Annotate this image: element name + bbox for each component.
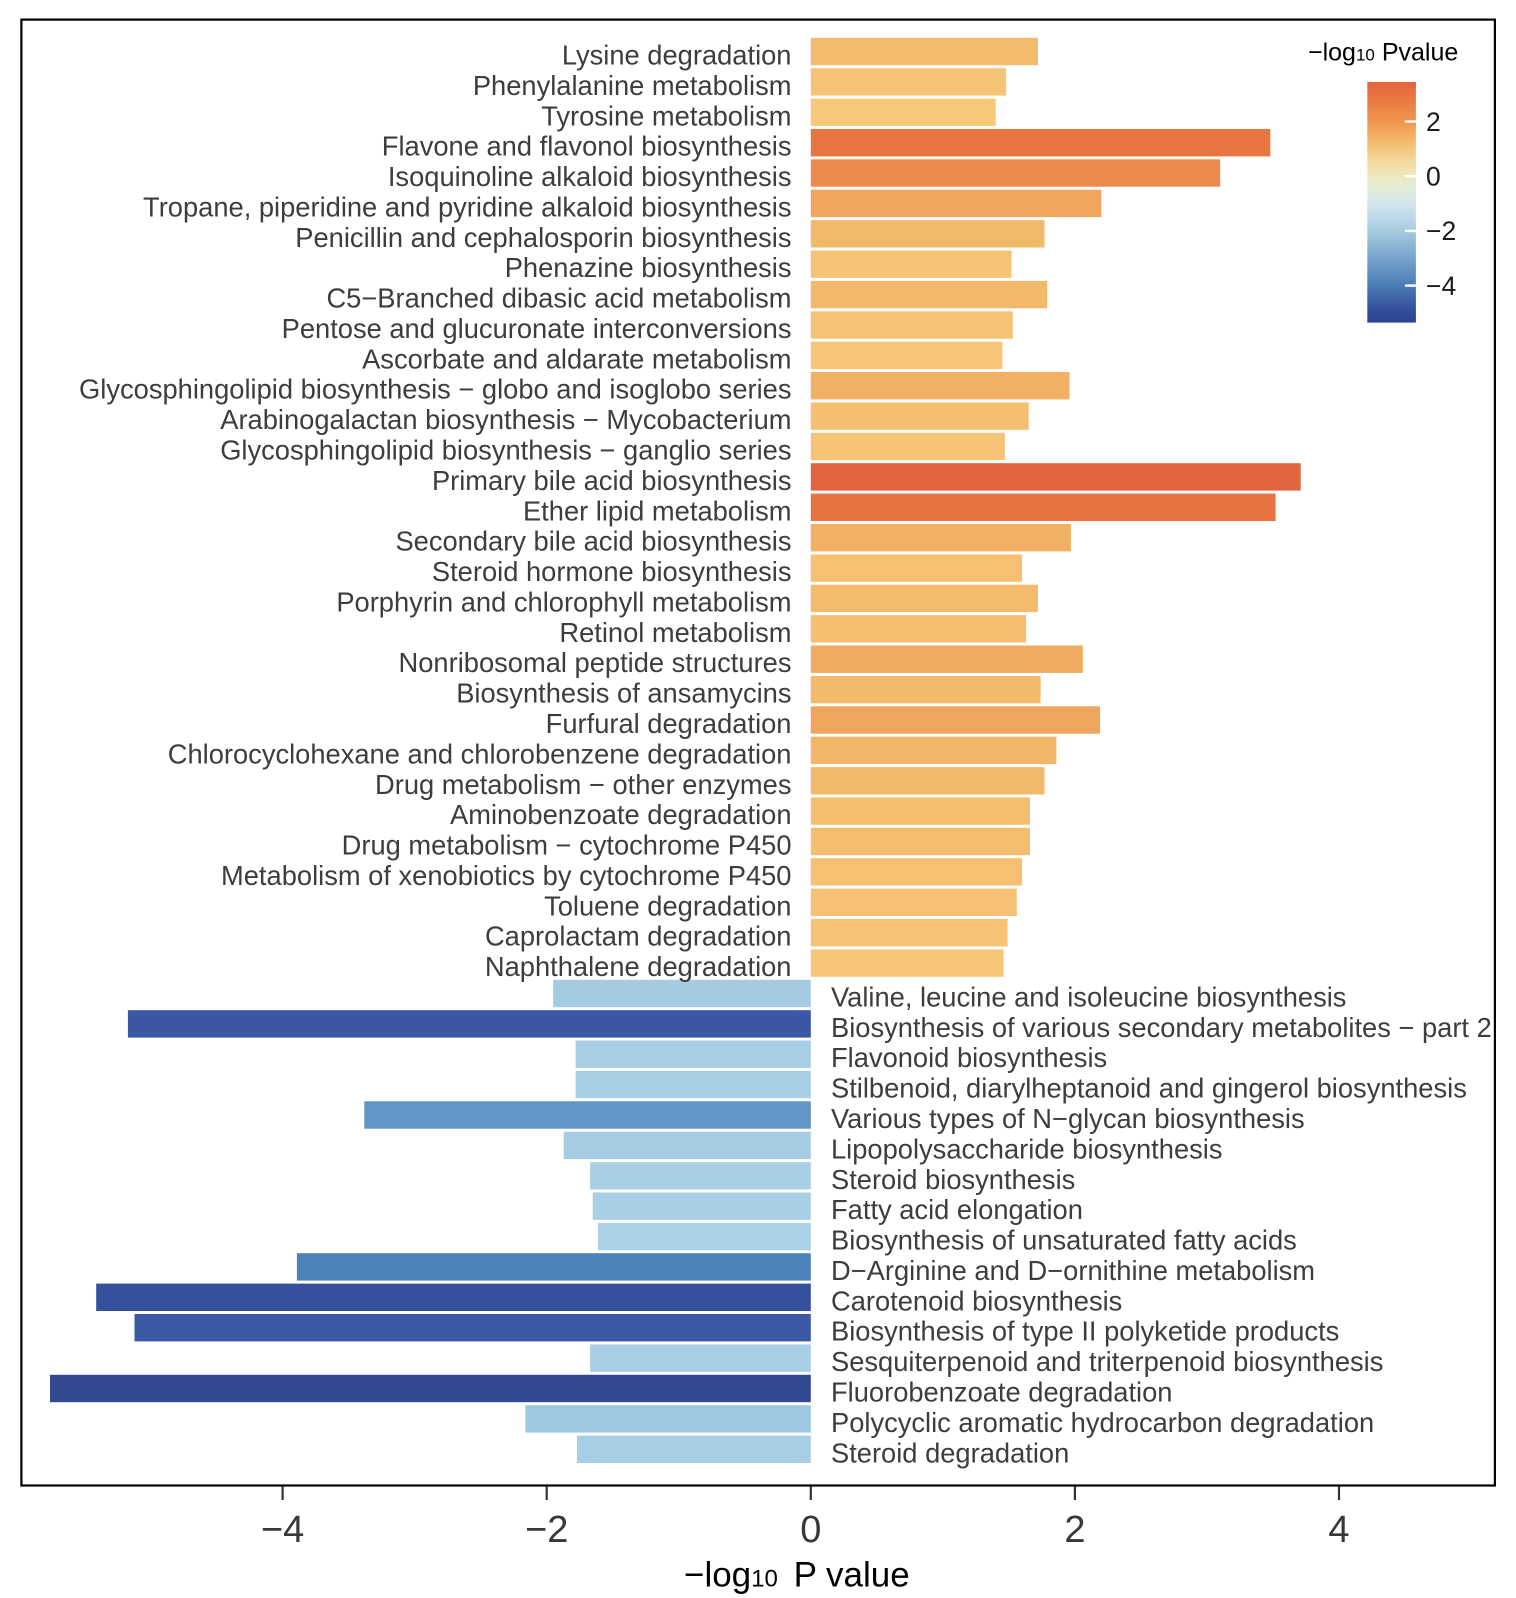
svg-text:Drug metabolism − cytochrome P: Drug metabolism − cytochrome P450 — [342, 830, 792, 861]
svg-text:Primary bile acid biosynthesis: Primary bile acid biosynthesis — [432, 465, 792, 496]
svg-text:Lipopolysaccharide biosynthesi: Lipopolysaccharide biosynthesis — [831, 1133, 1223, 1164]
svg-text:Caprolactam degradation: Caprolactam degradation — [485, 921, 792, 952]
svg-text:Glycosphingolipid biosynthesis: Glycosphingolipid biosynthesis − globo a… — [79, 374, 791, 405]
svg-text:Polycyclic aromatic hydrocarbo: Polycyclic aromatic hydrocarbon degradat… — [831, 1407, 1374, 1438]
svg-text:Biosynthesis of various second: Biosynthesis of various secondary metabo… — [831, 1012, 1492, 1043]
svg-text:2: 2 — [1426, 107, 1441, 137]
svg-text:Steroid biosynthesis: Steroid biosynthesis — [831, 1164, 1075, 1195]
svg-text:Flavonoid biosynthesis: Flavonoid biosynthesis — [831, 1042, 1107, 1073]
svg-text:Retinol metabolism: Retinol metabolism — [559, 617, 791, 648]
svg-text:Arabinogalactan biosynthesis −: Arabinogalactan biosynthesis − Mycobacte… — [220, 404, 791, 435]
svg-text:Secondary bile acid biosynthes: Secondary bile acid biosynthesis — [395, 526, 791, 557]
svg-text:Lysine degradation: Lysine degradation — [562, 40, 792, 71]
svg-text:Fatty acid elongation: Fatty acid elongation — [831, 1194, 1083, 1225]
svg-text:Biosynthesis of ansamycins: Biosynthesis of ansamycins — [456, 678, 791, 709]
svg-text:−4: −4 — [1426, 271, 1456, 301]
svg-text:Ascorbate and aldarate metabol: Ascorbate and aldarate metabolism — [362, 343, 791, 374]
svg-text:Various types of N−glycan bios: Various types of N−glycan biosynthesis — [831, 1103, 1305, 1134]
svg-text:Flavone and flavonol biosynthe: Flavone and flavonol biosynthesis — [382, 131, 792, 162]
svg-text:Penicillin and cephalosporin b: Penicillin and cephalosporin biosynthesi… — [295, 222, 791, 253]
svg-text:−4: −4 — [261, 1509, 304, 1551]
svg-text:Fluorobenzoate degradation: Fluorobenzoate degradation — [831, 1377, 1172, 1408]
svg-text:Tyrosine metabolism: Tyrosine metabolism — [541, 100, 791, 131]
svg-text:Valine, leucine and isoleucine: Valine, leucine and isoleucine biosynthe… — [831, 982, 1346, 1013]
svg-text:−2: −2 — [1426, 216, 1456, 246]
svg-text:Ether lipid metabolism: Ether lipid metabolism — [523, 495, 792, 526]
svg-text:Isoquinoline alkaloid biosynth: Isoquinoline alkaloid biosynthesis — [388, 161, 792, 192]
svg-text:Carotenoid biosynthesis: Carotenoid biosynthesis — [831, 1285, 1122, 1316]
svg-text:Stilbenoid, diarylheptanoid an: Stilbenoid, diarylheptanoid and gingerol… — [831, 1073, 1467, 1104]
svg-text:Tropane, piperidine and pyridi: Tropane, piperidine and pyridine alkaloi… — [143, 191, 791, 222]
svg-text:−2: −2 — [525, 1509, 568, 1551]
svg-text:Chlorocyclohexane and chlorobe: Chlorocyclohexane and chlorobenzene degr… — [168, 738, 792, 769]
svg-text:0: 0 — [800, 1509, 821, 1551]
svg-text:0: 0 — [1426, 162, 1441, 192]
svg-text:−log10 Pvalue: −log10 Pvalue — [1308, 39, 1458, 67]
svg-text:D−Arginine and D−ornithine met: D−Arginine and D−ornithine metabolism — [831, 1255, 1315, 1286]
svg-text:Steroid degradation: Steroid degradation — [831, 1437, 1069, 1468]
svg-text:Phenazine biosynthesis: Phenazine biosynthesis — [505, 252, 792, 283]
svg-text:Furfural degradation: Furfural degradation — [546, 708, 792, 739]
svg-text:−log10 P value: −log10 P value — [684, 1556, 910, 1595]
svg-text:Phenylalanine metabolism: Phenylalanine metabolism — [473, 70, 792, 101]
svg-text:Steroid hormone biosynthesis: Steroid hormone biosynthesis — [432, 556, 792, 587]
svg-text:C5−Branched dibasic acid metab: C5−Branched dibasic acid metabolism — [326, 283, 791, 314]
svg-text:Biosynthesis of type II polyke: Biosynthesis of type II polyketide produ… — [831, 1316, 1339, 1347]
svg-text:Glycosphingolipid biosynthesis: Glycosphingolipid biosynthesis − ganglio… — [220, 435, 791, 466]
svg-text:Drug metabolism − other enzyme: Drug metabolism − other enzymes — [375, 769, 791, 800]
svg-text:Biosynthesis of unsaturated fa: Biosynthesis of unsaturated fatty acids — [831, 1225, 1297, 1256]
svg-text:Porphyrin and chlorophyll meta: Porphyrin and chlorophyll metabolism — [336, 586, 791, 617]
svg-text:Toluene degradation: Toluene degradation — [544, 890, 791, 921]
svg-text:Pentose and glucuronate interc: Pentose and glucuronate interconversions — [282, 313, 792, 344]
svg-text:4: 4 — [1328, 1509, 1349, 1551]
svg-text:Aminobenzoate degradation: Aminobenzoate degradation — [450, 799, 791, 830]
svg-text:2: 2 — [1064, 1509, 1085, 1551]
svg-text:Nonribosomal peptide structure: Nonribosomal peptide structures — [399, 647, 792, 678]
svg-text:Sesquiterpenoid and triterpeno: Sesquiterpenoid and triterpenoid biosynt… — [831, 1346, 1383, 1377]
svg-text:Naphthalene degradation: Naphthalene degradation — [485, 951, 792, 982]
svg-text:Metabolism of xenobiotics by c: Metabolism of xenobiotics by cytochrome … — [221, 860, 791, 891]
